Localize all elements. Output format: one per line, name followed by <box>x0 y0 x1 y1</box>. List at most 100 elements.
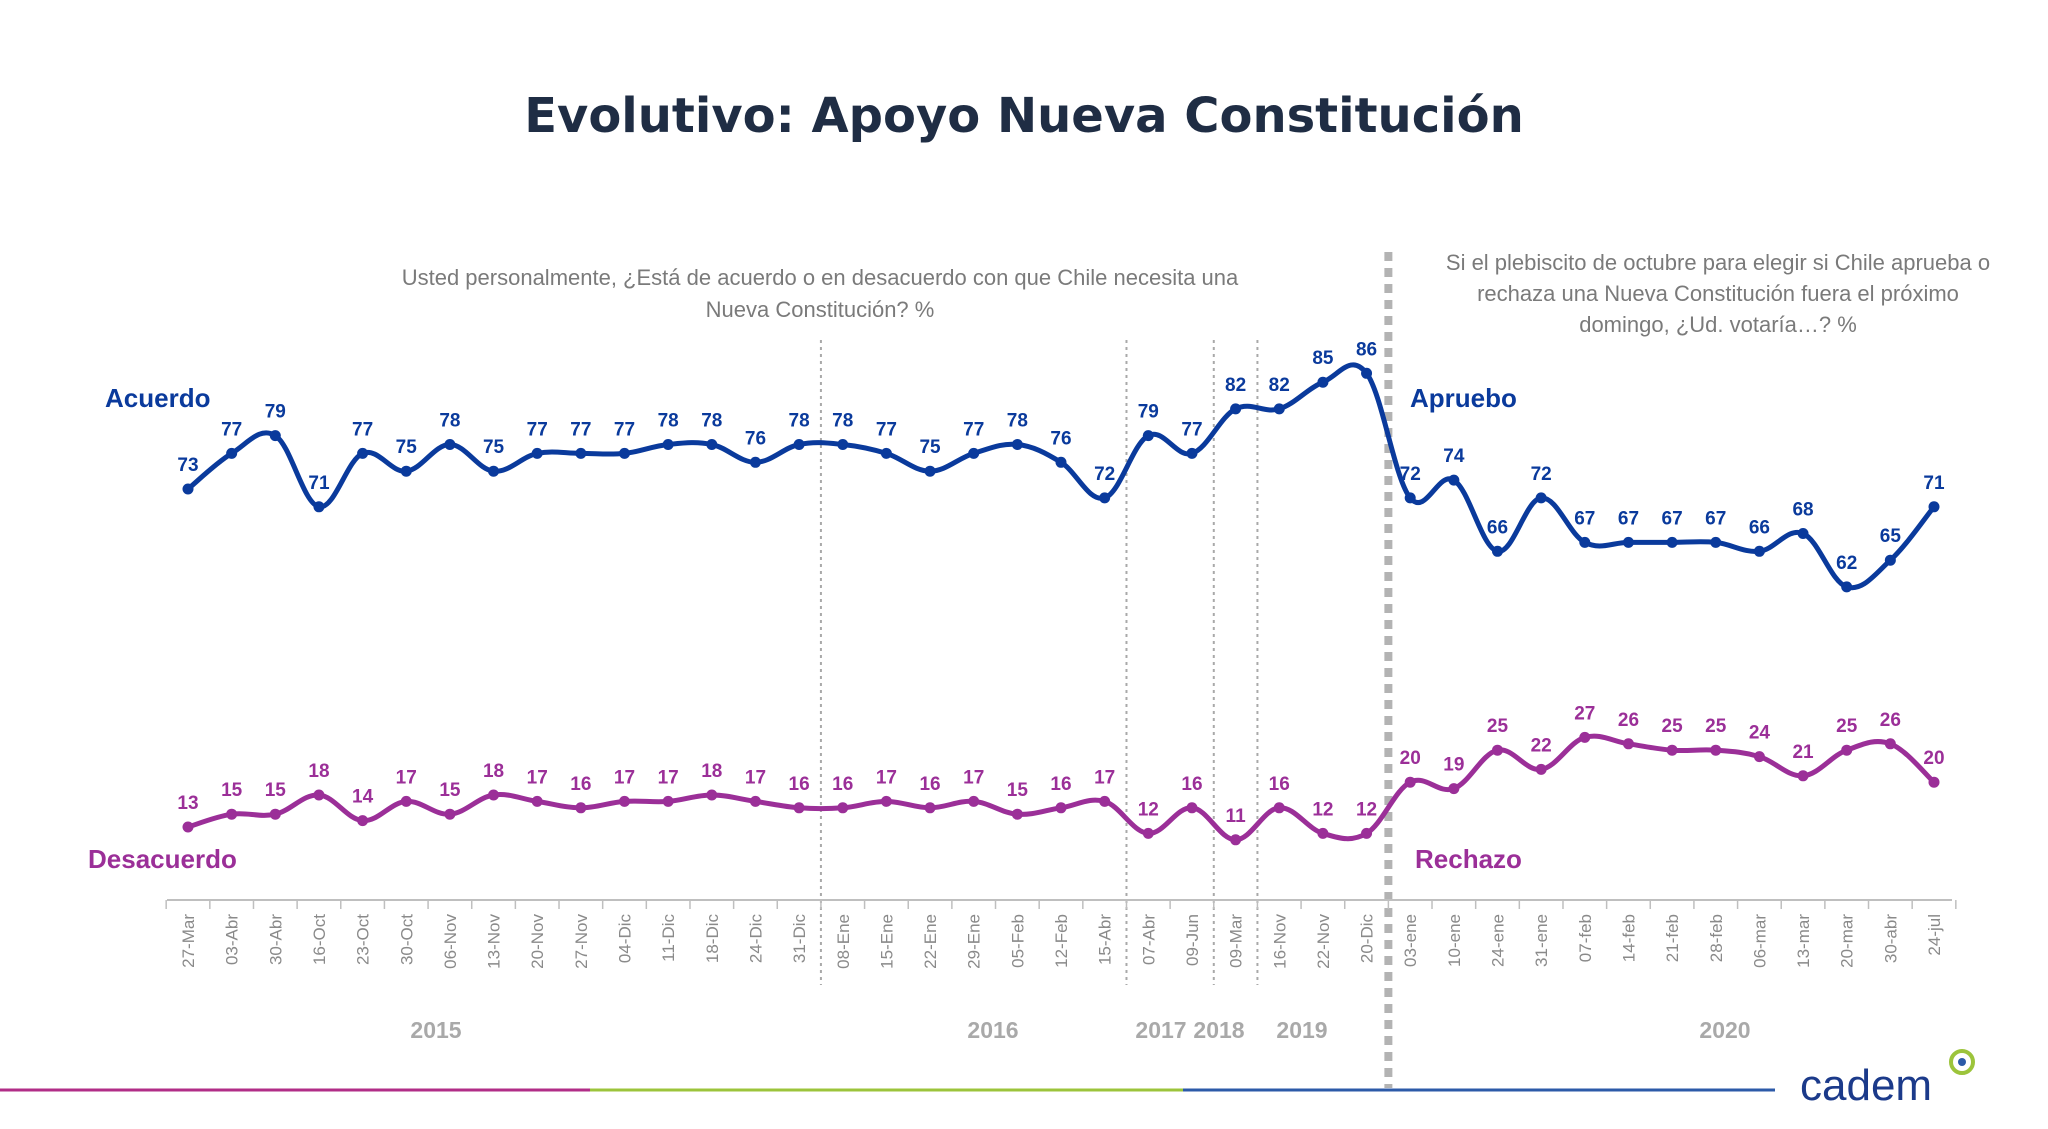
data-point-desacuerdo <box>1797 770 1809 782</box>
data-label-acuerdo: 82 <box>1225 375 1246 396</box>
x-tick-label: 12-Feb <box>1052 914 1071 968</box>
data-label-desacuerdo: 17 <box>963 767 984 788</box>
data-point-desacuerdo <box>1666 744 1678 756</box>
footer: cadem <box>0 1049 1975 1110</box>
data-label-desacuerdo: 16 <box>570 774 591 795</box>
data-point-acuerdo <box>1011 439 1023 450</box>
data-label-desacuerdo: 18 <box>308 761 329 782</box>
data-label-desacuerdo: 17 <box>527 767 548 788</box>
data-label-acuerdo: 75 <box>919 437 941 458</box>
x-axis: 27-Mar 03-Abr 30-Abr 16-Oct 23-Oct 30-Oct 06-N… <box>165 899 1957 969</box>
data-point-desacuerdo <box>1099 795 1111 807</box>
data-label-acuerdo: 85 <box>1312 348 1334 369</box>
data-point-desacuerdo <box>400 795 412 807</box>
x-tick-label: 30-Oct <box>397 914 416 965</box>
data-point-desacuerdo <box>1579 731 1591 743</box>
x-tick-label: 20-Dic <box>1358 914 1377 964</box>
data-point-desacuerdo <box>357 815 369 827</box>
data-point-desacuerdo <box>968 795 980 807</box>
x-tick-label: 04-Dic <box>616 914 635 964</box>
data-label-acuerdo: 67 <box>1618 508 1639 529</box>
x-tick-label: 20-mar <box>1838 914 1857 968</box>
data-label-acuerdo: 74 <box>1443 446 1465 467</box>
data-point-desacuerdo <box>837 802 849 814</box>
data-point-desacuerdo <box>1011 808 1023 820</box>
data-label-acuerdo: 78 <box>658 411 679 432</box>
series-line-desacuerdo <box>185 733 1937 843</box>
data-point-desacuerdo <box>1273 802 1285 814</box>
data-point-acuerdo <box>1841 581 1853 593</box>
data-label-acuerdo: 65 <box>1880 526 1902 547</box>
data-point-acuerdo <box>1099 492 1111 504</box>
data-label-acuerdo: 78 <box>701 411 722 432</box>
data-label-acuerdo: 78 <box>439 411 460 432</box>
data-point-acuerdo <box>1753 545 1765 557</box>
data-point-acuerdo <box>662 439 674 450</box>
data-point-desacuerdo <box>1535 763 1547 775</box>
x-tick-label: 22-Nov <box>1314 914 1333 969</box>
question-left-line-2: Nueva Constitución? % <box>706 297 935 322</box>
data-point-desacuerdo <box>488 789 500 801</box>
x-tick-label: 16-Nov <box>1270 914 1289 969</box>
data-label-desacuerdo: 12 <box>1138 799 1159 820</box>
data-point-desacuerdo <box>313 789 325 801</box>
data-point-acuerdo <box>1448 474 1460 486</box>
data-label-acuerdo: 78 <box>789 411 810 432</box>
data-point-acuerdo <box>1492 545 1503 557</box>
data-point-desacuerdo <box>880 795 892 807</box>
year-label: 2020 <box>1699 1017 1750 1043</box>
data-point-acuerdo <box>793 439 805 450</box>
data-label-desacuerdo: 17 <box>658 767 679 788</box>
x-tick-label: 24-ene <box>1489 914 1508 967</box>
x-tick-label: 21-feb <box>1663 914 1682 962</box>
data-point-acuerdo <box>749 456 761 468</box>
data-label-acuerdo: 71 <box>1923 473 1945 494</box>
data-point-acuerdo <box>968 447 980 459</box>
data-label-acuerdo: 72 <box>1400 464 1421 485</box>
data-label-acuerdo: 72 <box>1531 464 1552 485</box>
data-label-desacuerdo: 19 <box>1443 755 1464 776</box>
x-tick-label: 03-Abr <box>223 914 242 965</box>
data-point-desacuerdo <box>1492 744 1503 756</box>
data-label-acuerdo: 77 <box>963 419 984 440</box>
year-label: 2015 <box>410 1017 461 1043</box>
data-label-desacuerdo: 14 <box>352 787 374 808</box>
data-label-acuerdo: 67 <box>1705 508 1726 529</box>
x-tick-label: 06-mar <box>1750 914 1769 968</box>
data-point-desacuerdo <box>1230 834 1242 846</box>
data-point-desacuerdo <box>662 795 674 807</box>
data-point-acuerdo <box>531 447 543 459</box>
data-label-desacuerdo: 20 <box>1400 748 1421 769</box>
data-label-desacuerdo: 26 <box>1618 710 1639 731</box>
data-label-desacuerdo: 16 <box>919 774 940 795</box>
data-label-desacuerdo: 12 <box>1356 799 1377 820</box>
year-labels: 2015 2016 2017 2018 2019 2020 <box>410 1017 1750 1043</box>
data-label-desacuerdo: 16 <box>789 774 810 795</box>
data-point-desacuerdo <box>749 795 761 807</box>
x-tick-label: 24-jul <box>1925 914 1944 956</box>
data-point-desacuerdo <box>1928 776 1940 788</box>
data-label-desacuerdo: 15 <box>439 780 461 801</box>
data-label-desacuerdo: 17 <box>614 767 635 788</box>
data-label-acuerdo: 79 <box>1138 402 1159 423</box>
data-point-acuerdo <box>1884 554 1896 566</box>
data-point-desacuerdo <box>793 802 805 814</box>
question-left-line-1: Usted personalmente, ¿Está de acuerdo o … <box>402 265 1239 290</box>
data-label-desacuerdo: 22 <box>1531 735 1552 756</box>
data-point-acuerdo <box>269 430 281 442</box>
data-label-desacuerdo: 15 <box>1007 780 1029 801</box>
x-tick-label: 03-ene <box>1401 914 1420 967</box>
data-point-desacuerdo <box>1622 738 1634 750</box>
data-point-desacuerdo <box>1448 783 1460 795</box>
label-apruebo: Apruebo <box>1410 383 1517 413</box>
x-tick-label: 31-ene <box>1532 914 1551 967</box>
data-point-acuerdo <box>1186 447 1198 459</box>
data-label-desacuerdo: 11 <box>1226 806 1247 827</box>
data-label-acuerdo: 75 <box>483 437 505 458</box>
data-label-desacuerdo: 16 <box>1050 774 1071 795</box>
data-point-desacuerdo <box>1055 802 1067 814</box>
x-tick-label: 23-Oct <box>354 914 373 965</box>
data-point-desacuerdo <box>1753 751 1765 763</box>
data-point-acuerdo <box>619 447 630 459</box>
